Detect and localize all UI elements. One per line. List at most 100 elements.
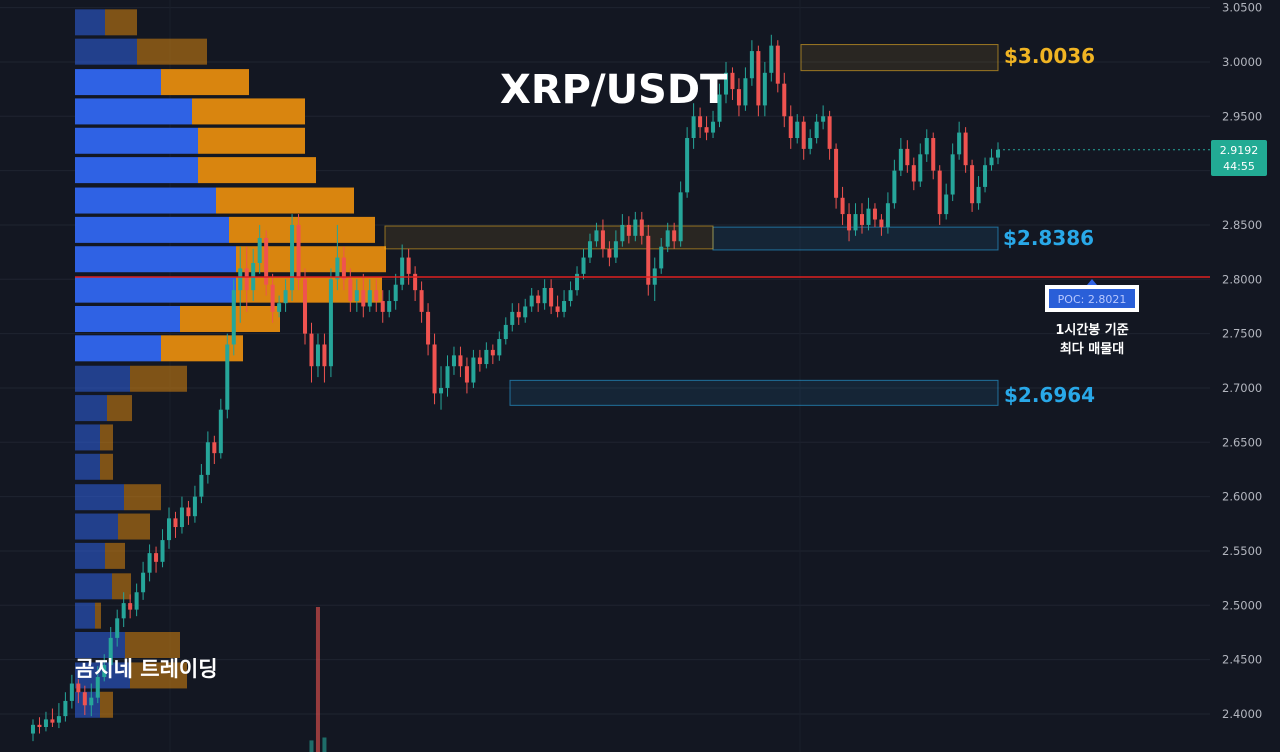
candle-body bbox=[827, 116, 832, 149]
volume-profile-sell bbox=[95, 602, 101, 629]
candle-body bbox=[970, 165, 975, 204]
poc-pointer bbox=[1087, 279, 1097, 285]
candle-body bbox=[698, 116, 703, 128]
volume-profile-sell bbox=[180, 305, 280, 332]
candle-body bbox=[639, 219, 644, 236]
candle-body bbox=[186, 507, 191, 517]
volume-profile-sell bbox=[105, 542, 125, 569]
candle-body bbox=[620, 224, 625, 242]
candle-body bbox=[795, 121, 800, 139]
current-price: 2.9192 bbox=[1220, 144, 1259, 157]
volume-profile-buy bbox=[75, 9, 105, 36]
candle-body bbox=[821, 116, 826, 122]
candle-body bbox=[892, 170, 897, 204]
candle-body bbox=[121, 603, 126, 619]
price-tick-label: 2.7500 bbox=[1222, 327, 1262, 341]
candle-body bbox=[685, 138, 690, 193]
volume-profile-buy bbox=[75, 484, 124, 511]
price-zone-box bbox=[509, 379, 999, 406]
candle-body bbox=[762, 72, 767, 106]
candle-body bbox=[354, 290, 359, 302]
candle-body bbox=[69, 683, 74, 701]
candle-body bbox=[775, 45, 780, 84]
candle-body bbox=[199, 474, 204, 497]
candle-body bbox=[322, 344, 327, 367]
candle-body bbox=[769, 45, 774, 73]
candle-body bbox=[633, 219, 638, 236]
volume-profile-buy bbox=[75, 69, 161, 96]
candle-body bbox=[983, 165, 988, 187]
candle-body bbox=[335, 257, 340, 280]
price-tick-label: 2.4500 bbox=[1222, 653, 1262, 667]
candle-body bbox=[166, 518, 172, 541]
volume-profile-buy bbox=[75, 542, 105, 569]
candle-body bbox=[659, 246, 664, 269]
price-axis[interactable]: 3.05003.00002.95002.90002.85002.80002.75… bbox=[1222, 1, 1262, 721]
candle-body bbox=[646, 235, 651, 285]
candle-body bbox=[63, 700, 68, 717]
candle-body bbox=[723, 72, 728, 95]
candle-body bbox=[575, 273, 580, 291]
prior-resistance-box bbox=[384, 225, 714, 250]
volume-profile-sell bbox=[107, 395, 132, 422]
current-price-badge[interactable]: 2.9192 44:55 bbox=[1211, 140, 1267, 176]
candle-body bbox=[192, 496, 197, 517]
candle-body bbox=[484, 349, 489, 365]
candle-body bbox=[516, 311, 521, 318]
candle-body bbox=[950, 154, 955, 195]
candle-body bbox=[510, 311, 515, 325]
candle-body bbox=[108, 637, 113, 666]
volume-profile-sell bbox=[125, 632, 180, 659]
candle-body bbox=[374, 290, 379, 302]
candle-body bbox=[613, 241, 618, 258]
candle-body bbox=[957, 132, 962, 155]
price-tick-label: 2.4000 bbox=[1222, 707, 1262, 721]
candle-body bbox=[225, 344, 230, 410]
poc-tag[interactable]: POC: 2.8021 bbox=[1045, 279, 1139, 312]
volume-profile-sell bbox=[100, 691, 113, 718]
price-tick-label: 2.5000 bbox=[1222, 598, 1262, 612]
candle-body bbox=[445, 366, 450, 388]
candle-body bbox=[406, 257, 411, 274]
candle-body bbox=[212, 442, 217, 454]
support-zone-label-lower: $2.6964 bbox=[1004, 383, 1095, 407]
candle-body bbox=[426, 311, 431, 345]
candle-body bbox=[361, 290, 366, 307]
candle-body bbox=[911, 165, 916, 182]
candle-body bbox=[89, 697, 94, 706]
candle-body bbox=[529, 295, 534, 307]
candle-body bbox=[594, 230, 599, 242]
candle-body bbox=[419, 290, 424, 312]
candle-body bbox=[704, 127, 709, 133]
candle-body bbox=[736, 89, 741, 106]
candle-body bbox=[788, 116, 793, 139]
volume-profile-buy bbox=[75, 453, 100, 480]
candle-body bbox=[691, 116, 696, 139]
volume-profile-sell bbox=[130, 365, 187, 392]
volume-profile-buy bbox=[75, 305, 180, 332]
poc-label: POC: 2.8021 bbox=[1058, 293, 1127, 306]
candle-body bbox=[348, 279, 353, 302]
candle-body bbox=[147, 553, 152, 573]
candle-body bbox=[536, 295, 541, 304]
candle-body bbox=[756, 51, 761, 106]
candle-body bbox=[549, 287, 554, 307]
candle-body bbox=[944, 194, 949, 215]
poc-tag-fill bbox=[1049, 289, 1135, 308]
candle-body bbox=[963, 132, 968, 166]
volume-profile-buy bbox=[75, 98, 192, 125]
poc-caption-line2: 최다 매물대 bbox=[1060, 341, 1124, 357]
candle-countdown: 44:55 bbox=[1223, 160, 1255, 173]
candle-body bbox=[173, 518, 178, 528]
candle-body bbox=[296, 224, 301, 280]
candle-body bbox=[834, 148, 839, 198]
candle-body bbox=[95, 677, 100, 698]
candle-body bbox=[451, 355, 456, 367]
candle-body bbox=[542, 287, 547, 304]
volume-profile-sell bbox=[236, 276, 382, 303]
candle-body bbox=[859, 214, 865, 225]
volume-profile-buy bbox=[75, 365, 130, 392]
candle-body bbox=[328, 279, 333, 367]
candle-body bbox=[218, 409, 223, 454]
